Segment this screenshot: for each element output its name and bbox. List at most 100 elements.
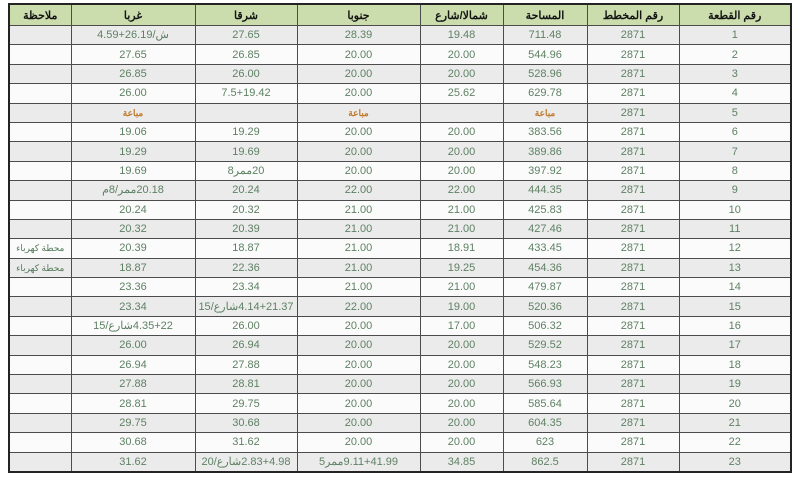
cell-note (8, 412, 72, 434)
cell-plan-number: 2871 (586, 44, 680, 65)
cell-area: 389.86 (502, 141, 588, 162)
cell-area: 566.93 (502, 374, 588, 395)
cell-south: 20.00 (296, 432, 421, 453)
cell-east: 26.94 (194, 335, 298, 356)
cell-plan-number: 2871 (586, 335, 680, 356)
cell-east: 4.14+21.37شارع/15 (194, 296, 298, 317)
cell-area: 425.83 (502, 199, 588, 220)
cell-area: 433.45 (502, 238, 588, 259)
table-row: 12 2871 433.45 18.91 21.00 18.87 20.39 محطة كهر… (8, 238, 792, 259)
cell-west: 28.81 (70, 393, 196, 414)
cell-plot-number: 3 (678, 63, 792, 85)
cell-west: 26.85 (70, 63, 196, 85)
cell-plot-number: 5 (678, 102, 792, 123)
table-row: 9 2871 444.35 22.00 22.00 20.24 20.18ممر/8م (8, 180, 792, 201)
cell-south: مباعة (296, 102, 421, 123)
cell-plan-number: 2871 (586, 393, 680, 414)
cell-north-street: 20.00 (419, 44, 504, 65)
cell-west: 20.32 (70, 218, 196, 240)
table-row: 2 2871 544.96 20.00 20.00 26.85 27.65 (8, 44, 792, 65)
cell-west: 20.24 (70, 199, 196, 220)
cell-plan-number: 2871 (586, 432, 680, 453)
table-body: 1 2871 711.48 19.48 28.39 27.65 ش/26.19+4.59 2 2… (8, 24, 792, 473)
cell-east: 26.85 (194, 44, 298, 65)
cell-west: 20.39 (70, 238, 196, 259)
table-row: 1 2871 711.48 19.48 28.39 27.65 ش/26.19+4.59 (8, 24, 792, 46)
cell-plan-number: 2871 (586, 160, 680, 182)
cell-area: 548.23 (502, 354, 588, 376)
cell-south: 20.00 (296, 83, 421, 104)
cell-south: 21.00 (296, 199, 421, 220)
column-header-plot-number: رقم القطعة (678, 3, 792, 26)
cell-area: 528.96 (502, 63, 588, 85)
cell-south: 20.00 (296, 412, 421, 434)
cell-plot-number: 20 (678, 393, 792, 414)
table-row: 20 2871 585.64 20.00 20.00 29.75 28.81 (8, 393, 792, 414)
cell-north-street: 21.00 (419, 218, 504, 240)
cell-west: 30.68 (70, 432, 196, 453)
table-row: 6 2871 383.56 20.00 20.00 19.29 19.06 (8, 121, 792, 143)
cell-north-street: 19.25 (419, 257, 504, 279)
cell-north-street (419, 102, 504, 123)
cell-plan-number: 2871 (586, 354, 680, 376)
cell-note (8, 218, 72, 240)
cell-west: 27.88 (70, 374, 196, 395)
cell-note (8, 315, 72, 337)
cell-area: 427.46 (502, 218, 588, 240)
table-row: 16 2871 506.32 17.00 20.00 26.00 4.35+22شارع/1… (8, 315, 792, 337)
cell-plot-number: 11 (678, 218, 792, 240)
cell-east: 27.88 (194, 354, 298, 376)
cell-east: 29.75 (194, 393, 298, 414)
cell-south: 20.00 (296, 44, 421, 65)
cell-note (8, 160, 72, 182)
cell-plot-number: 6 (678, 121, 792, 143)
cell-note (8, 24, 72, 46)
cell-east: 23.34 (194, 277, 298, 298)
cell-plot-number: 7 (678, 141, 792, 162)
cell-north-street: 22.00 (419, 180, 504, 201)
cell-note (8, 432, 72, 453)
cell-area: مباعة (502, 102, 588, 123)
cell-plan-number: 2871 (586, 296, 680, 317)
cell-south: 22.00 (296, 296, 421, 317)
cell-north-street: 20.00 (419, 374, 504, 395)
cell-east: 31.62 (194, 432, 298, 453)
cell-north-street: 20.00 (419, 160, 504, 182)
cell-plot-number: 2 (678, 44, 792, 65)
cell-plot-number: 4 (678, 83, 792, 104)
cell-north-street: 20.00 (419, 335, 504, 356)
cell-note (8, 374, 72, 395)
cell-west: 20.18ممر/8م (70, 180, 196, 201)
table-row: 5 2871 مباعة مباعة مباعة (8, 102, 792, 123)
cell-plot-number: 12 (678, 238, 792, 259)
cell-north-street: 20.00 (419, 432, 504, 453)
cell-note (8, 141, 72, 162)
cell-south: 22.00 (296, 180, 421, 201)
cell-south: 21.00 (296, 257, 421, 279)
cell-west: 26.94 (70, 354, 196, 376)
cell-plot-number: 23 (678, 451, 792, 473)
cell-note: محطة كهرباء (8, 257, 72, 279)
table-row: 11 2871 427.46 21.00 21.00 20.39 20.32 (8, 218, 792, 240)
table-row: 22 2871 623 20.00 20.00 31.62 30.68 (8, 432, 792, 453)
cell-area: 629.78 (502, 83, 588, 104)
cell-east (194, 102, 298, 123)
cell-area: 454.36 (502, 257, 588, 279)
table-row: 3 2871 528.96 20.00 20.00 26.00 26.85 (8, 63, 792, 85)
cell-note (8, 199, 72, 220)
cell-area: 529.52 (502, 335, 588, 356)
cell-east: 20.32 (194, 199, 298, 220)
table-row: 10 2871 425.83 21.00 21.00 20.32 20.24 (8, 199, 792, 220)
cell-south: 20.00 (296, 315, 421, 337)
cell-west: 23.34 (70, 296, 196, 317)
column-header-area: المساحة (502, 3, 588, 26)
table-row: 15 2871 520.36 19.00 22.00 4.14+21.37شارع/15 2… (8, 296, 792, 317)
column-header-south: جنوبا (296, 3, 421, 26)
cell-south: 20.00 (296, 354, 421, 376)
cell-north-street: 20.00 (419, 412, 504, 434)
cell-plot-number: 16 (678, 315, 792, 337)
cell-area: 383.56 (502, 121, 588, 143)
cell-south: 9.11+41.99ممر5 (296, 451, 421, 473)
cell-north-street: 20.00 (419, 354, 504, 376)
